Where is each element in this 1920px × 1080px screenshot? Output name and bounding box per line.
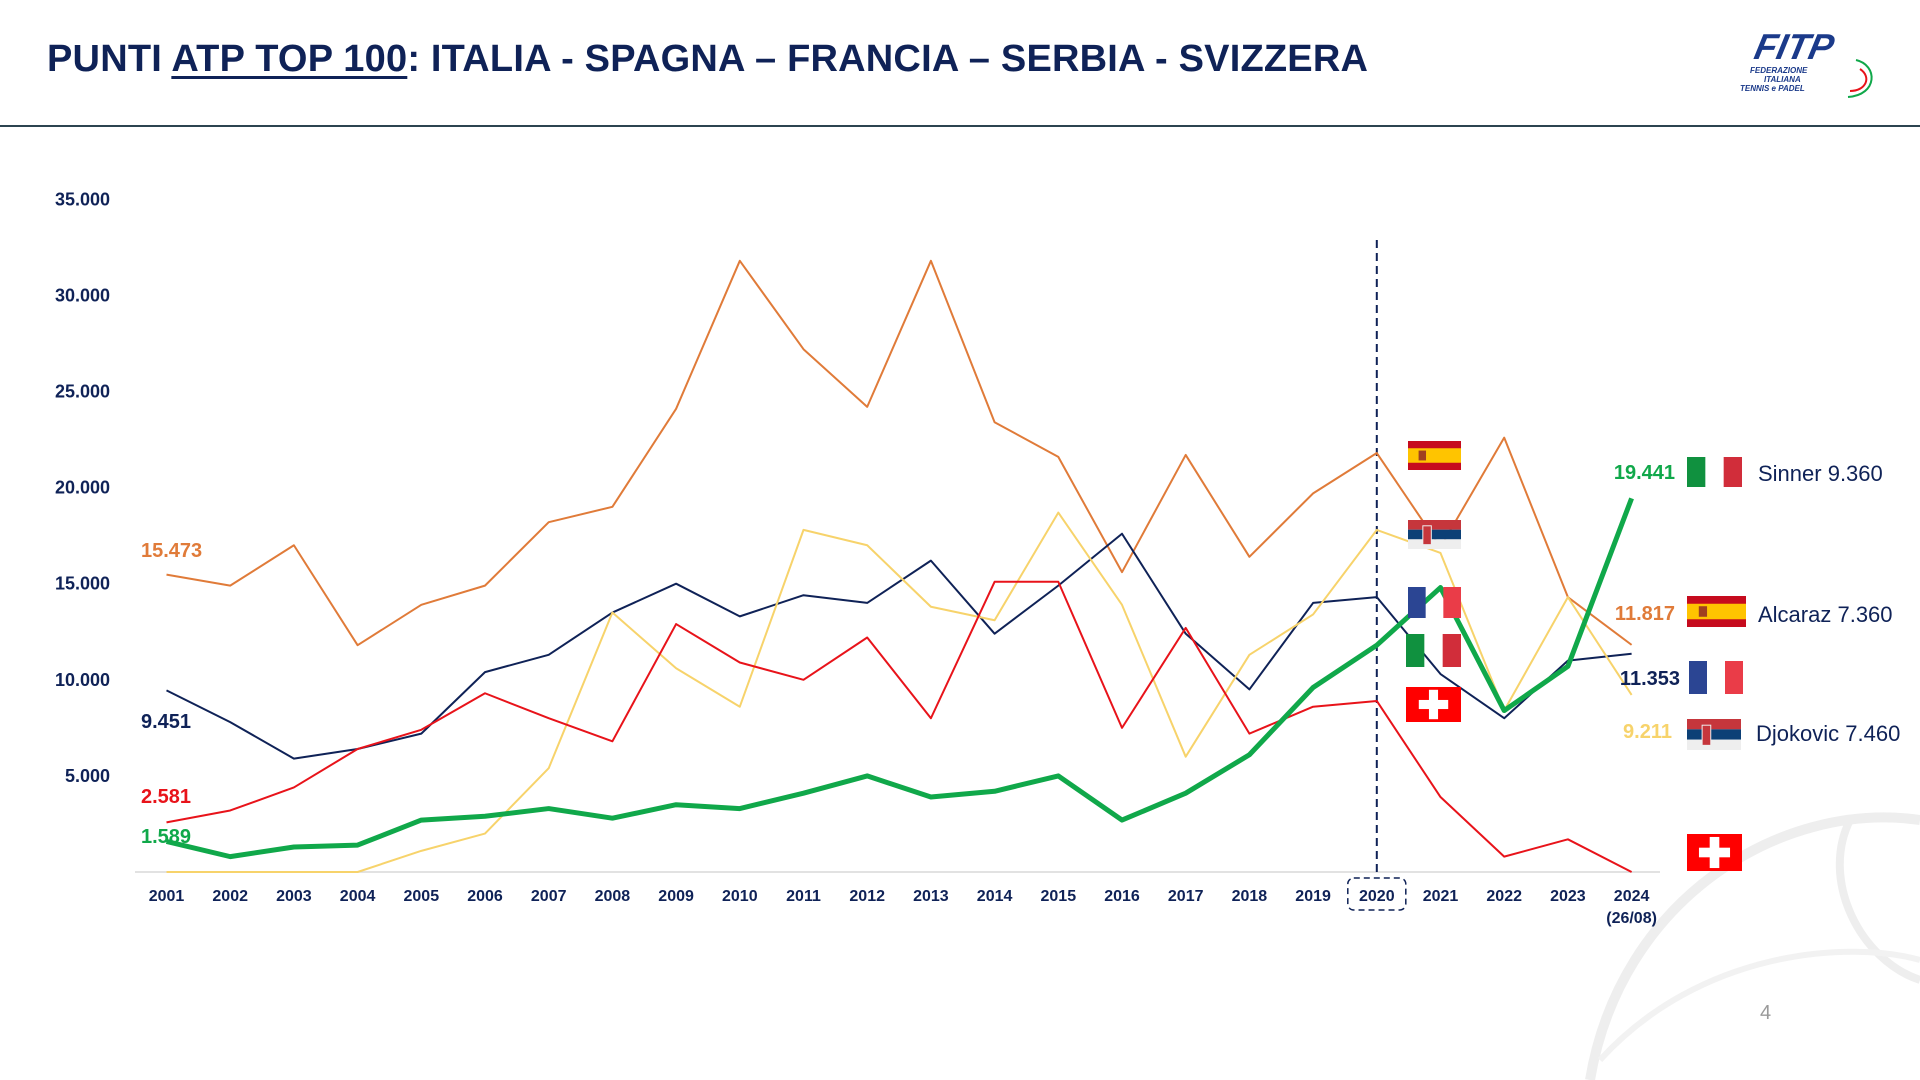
end-value-label-francia: 11.353 (1620, 668, 1680, 690)
x-tick-label: 2015 (1041, 888, 1077, 905)
y-tick-label: 10.000 (55, 670, 110, 690)
y-tick-label: 5.000 (65, 766, 110, 786)
x-tick-label: 2013 (913, 888, 949, 905)
flag-svizzera-icon (1687, 834, 1742, 871)
x-tick-label: 2009 (658, 888, 694, 905)
x-tick-label: 2011 (786, 888, 821, 905)
series-line-francia (166, 532, 1632, 760)
svg-text:FITP: FITP (1751, 26, 1838, 67)
x-tick-label: 2010 (722, 888, 758, 905)
x-tick-label: 2006 (467, 888, 503, 905)
x-tick-label: 2003 (276, 888, 312, 905)
x-tick-label: 2008 (595, 888, 631, 905)
x-tick-label: 2012 (849, 888, 885, 905)
x-tick-label: 2014 (977, 888, 1013, 905)
x-tick-label: 2001 (149, 888, 185, 905)
x-tick-label: 2024 (1614, 888, 1650, 905)
x-tick-label: 2016 (1104, 888, 1140, 905)
y-tick-label: 35.000 (55, 189, 110, 209)
x-tick-label: 2005 (404, 888, 440, 905)
x-tick-label: 2002 (212, 888, 248, 905)
fitp-logo: FITP FEDERAZIONE ITALIANA TENNIS e PADEL (1740, 26, 1873, 98)
x-tick-label: 2018 (1232, 888, 1268, 905)
player-label-italia: Sinner 9.360 (1758, 461, 1883, 486)
svg-text:TENNIS e PADEL: TENNIS e PADEL (1740, 84, 1805, 93)
svg-text:ITALIANA: ITALIANA (1764, 75, 1801, 84)
page-title: PUNTI ATP TOP 100: ITALIA - SPAGNA – FRA… (47, 38, 1368, 81)
flag-italia-icon (1687, 457, 1742, 487)
start-value-label-spagna: 15.473 (141, 540, 202, 562)
start-value-label-italia: 1.589 (141, 826, 191, 848)
flag-spagna-icon (1687, 596, 1746, 627)
x-tick-label: 2020 (1359, 888, 1395, 905)
x-tick-label: 2019 (1295, 888, 1331, 905)
player-label-serbia: Djokovic 7.460 (1756, 721, 1900, 746)
flag-francia-icon (1689, 661, 1743, 694)
x-tick-label: 2021 (1423, 888, 1459, 905)
series-line-serbia (166, 511, 1633, 873)
y-tick-label: 15.000 (55, 574, 110, 594)
title-underlined: ATP TOP 100 (171, 38, 408, 80)
start-value-label-svizzera: 2.581 (141, 786, 191, 808)
x-tick-note: (26/08) (1606, 910, 1657, 927)
title-prefix: PUNTI (47, 38, 172, 80)
svg-text:FEDERAZIONE: FEDERAZIONE (1750, 66, 1808, 75)
series-line-italia (165, 497, 1634, 860)
end-value-label-italia: 19.441 (1614, 462, 1675, 484)
flag-spagna-icon (1408, 441, 1461, 470)
header-divider (0, 125, 1920, 127)
highlight-2020-box (1347, 877, 1407, 911)
y-tick-label: 20.000 (55, 478, 110, 498)
x-tick-label: 2007 (531, 888, 567, 905)
y-tick-label: 25.000 (55, 382, 110, 402)
end-value-label-spagna: 11.817 (1615, 603, 1675, 625)
player-label-spagna: Alcaraz 7.360 (1758, 602, 1893, 627)
y-tick-label: 30.000 (55, 285, 110, 305)
x-tick-label: 2023 (1550, 888, 1586, 905)
series-line-svizzera (166, 580, 1633, 873)
flag-serbia-icon (1408, 520, 1461, 549)
x-tick-label: 2017 (1168, 888, 1204, 905)
flag-serbia-icon (1687, 719, 1741, 750)
flag-francia-icon (1408, 587, 1461, 618)
end-value-label-serbia: 9.211 (1623, 721, 1672, 743)
x-tick-label: 2004 (340, 888, 376, 905)
series-line-spagna (166, 259, 1633, 647)
flag-italia-icon (1406, 634, 1461, 667)
flag-svizzera-icon (1406, 687, 1461, 722)
x-tick-label: 2022 (1486, 888, 1522, 905)
start-value-label-francia: 9.451 (141, 711, 191, 733)
title-suffix: : ITALIA - SPAGNA – FRANCIA – SERBIA - S… (407, 38, 1369, 80)
page-number: 4 (1760, 1002, 1772, 1024)
